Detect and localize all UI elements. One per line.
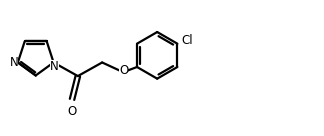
Text: O: O	[67, 105, 77, 118]
Text: O: O	[119, 64, 128, 77]
Text: N: N	[10, 56, 18, 69]
Text: Cl: Cl	[181, 34, 193, 47]
Text: N: N	[50, 60, 59, 73]
